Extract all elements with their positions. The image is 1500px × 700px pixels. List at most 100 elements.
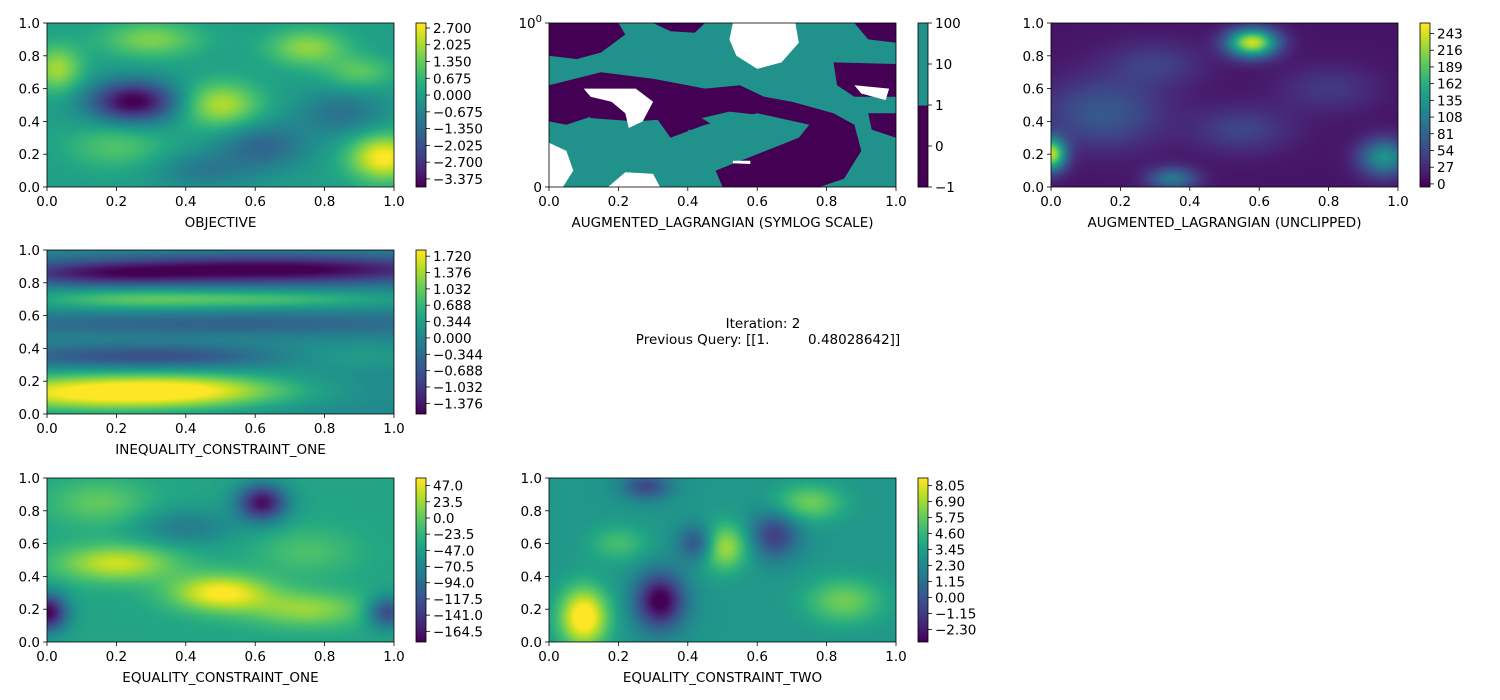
colorbar-tick-label: 3.45	[935, 543, 965, 559]
colorbar-tick-label: 0	[935, 139, 944, 155]
colorbar-frame	[415, 22, 427, 188]
x-tick-label: 0.0	[538, 194, 559, 210]
colorbar-tick-label: 0.000	[433, 331, 472, 347]
x-tick-label: 0.2	[106, 194, 127, 210]
colorbar-gradient	[918, 478, 928, 642]
y-tick-label: 0.6	[521, 537, 542, 553]
region-white	[729, 23, 799, 69]
y-tick-label: 0.8	[19, 49, 40, 65]
colorbar-tick-label: −2.30	[935, 622, 976, 638]
x-tick-label: 0.0	[36, 421, 57, 437]
x-tick-label: 0.6	[244, 421, 265, 437]
x-tick-label: 0.4	[175, 194, 196, 210]
x-tick-label: 0.0	[36, 194, 57, 210]
region-white	[583, 88, 654, 128]
colorbar-gradient	[1420, 23, 1430, 187]
colorbar-tick-label: 2.30	[935, 559, 965, 575]
region-white	[549, 142, 574, 187]
y-tick-label: 1.0	[1023, 16, 1044, 32]
colorbar-tick-label: 2.700	[433, 21, 472, 37]
colorbar-tick-label: −1.15	[935, 607, 976, 623]
y-tick-label: 0.8	[521, 504, 542, 520]
region-teal	[687, 129, 758, 158]
colorbar-tick-label: −164.5	[433, 624, 483, 640]
colorbar-tick-label: 108	[1437, 110, 1463, 126]
colorbar-tick-label: 0	[1437, 177, 1446, 193]
x-tick-label: 0.4	[1179, 194, 1200, 210]
y-tick-label: 0.6	[19, 537, 40, 553]
colorbar-gradient	[416, 250, 426, 414]
colorbar-tick-label: −3.375	[433, 172, 483, 188]
colorbar-tick-label: −1.032	[433, 380, 483, 396]
colorbar-frame	[415, 477, 427, 643]
colorbar-frame	[1419, 22, 1431, 188]
x-tick-label: 0.2	[608, 649, 629, 665]
region-purple	[868, 113, 896, 138]
panel-equality-constraint-two: 0.0 0.2 0.4 0.6 0.8 1.0 8.056.905.754.603.452.…	[521, 471, 977, 686]
region-white	[732, 160, 751, 164]
iteration-text: Iteration: 2	[726, 316, 801, 332]
colorbar-tick-label: 2.025	[433, 38, 472, 54]
colorbar-tick-label: −47.0	[433, 543, 474, 559]
colorbar-tick-label: 0.000	[433, 88, 472, 104]
colorbar-tick-label: 0.344	[433, 315, 472, 331]
x-tick-label: 0.8	[314, 194, 335, 210]
colorbar-tick-label: 5.75	[935, 511, 965, 527]
colorbar-tick-label: −23.5	[433, 527, 474, 543]
y-tick-label: 0.2	[19, 602, 40, 618]
y-tick-label: 0.2	[1023, 147, 1044, 163]
x-axis-label: EQUALITY_CONSTRAINT_ONE	[122, 670, 318, 686]
x-tick-label: 0.6	[746, 194, 767, 210]
x-tick-label: 1.0	[885, 649, 906, 665]
x-tick-label: 0.0	[36, 649, 57, 665]
x-tick-label: 0.2	[106, 649, 127, 665]
y-tick-label: 0.8	[1023, 49, 1044, 65]
colorbar-tick-label: 23.5	[433, 495, 463, 511]
y-tick-label: 0.4	[521, 569, 542, 585]
colorbar-tick-label: 47.0	[433, 479, 463, 495]
x-tick-label: 0.8	[314, 421, 335, 437]
colorbar-tick-label: −94.0	[433, 576, 474, 592]
y-tick-label: 0.0	[521, 635, 542, 651]
heatmap-image	[549, 478, 896, 642]
axes-frame	[1050, 22, 1399, 188]
colorbar-tick-label: 1.720	[433, 249, 472, 265]
y-tick-label: 1.0	[521, 471, 542, 487]
heatmap-image	[1051, 23, 1398, 187]
axes-frame	[548, 477, 897, 643]
x-tick-label: 1.0	[1387, 194, 1408, 210]
y-tick-label: 0.2	[19, 147, 40, 163]
colorbar-tick-label: 81	[1437, 127, 1454, 143]
y-tick-label: 0	[533, 180, 542, 196]
x-axis-label: AUGMENTED_LAGRANGIAN (UNCLIPPED)	[1088, 215, 1362, 231]
colorbar-segment	[918, 23, 928, 65]
x-tick-label: 0.2	[608, 194, 629, 210]
region-teal	[701, 111, 792, 138]
x-tick-label: 1.0	[383, 194, 404, 210]
colorbar-tick-label: 10	[935, 57, 952, 73]
colorbar-gradient	[416, 23, 426, 187]
y-tick-label: 0.6	[19, 309, 40, 325]
previous-query-text: Previous Query: [[1. 0.48028642]]	[636, 332, 900, 348]
heatmap-image	[47, 250, 394, 414]
colorbar-tick-label: 0.00	[935, 591, 965, 607]
x-tick-label: 0.4	[677, 194, 698, 210]
x-tick-label: 0.8	[816, 194, 837, 210]
y-tick-label: 0.0	[1023, 180, 1044, 196]
y-tick-label: 0.2	[19, 374, 40, 390]
colorbar-tick-label: −70.5	[433, 560, 474, 576]
axes-frame	[46, 22, 395, 188]
colorbar-frame	[917, 477, 929, 643]
axes-frame	[46, 477, 395, 643]
colorbar-tick-label: −2.025	[433, 138, 483, 154]
colorbar-tick-label: −0.675	[433, 105, 483, 121]
y-tick-label: 0.6	[1023, 82, 1044, 98]
colorbar-tick-label: 189	[1437, 60, 1463, 76]
colorbar-gradient	[416, 478, 426, 642]
y-tick-label: 0.4	[19, 114, 40, 130]
colorbar-tick-label: 0.688	[433, 298, 472, 314]
colorbar-tick-label: 1.15	[935, 575, 965, 591]
x-axis-label: OBJECTIVE	[185, 215, 257, 231]
region-purple	[854, 23, 896, 43]
panel-equality-constraint-one: 0.00.20.40.60.81.0 47.023.50.0−23.5−47.0−…	[19, 471, 483, 686]
